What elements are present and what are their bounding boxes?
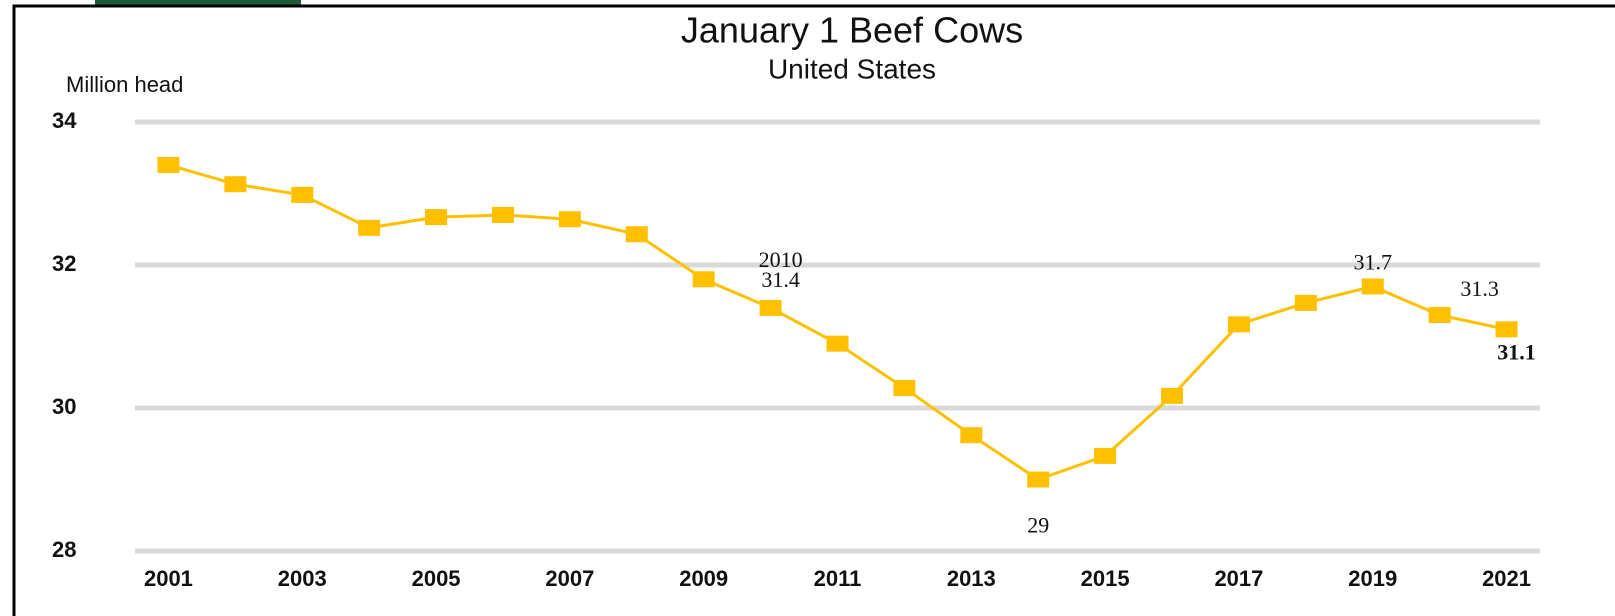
marker — [157, 156, 180, 173]
series-line — [168, 163, 1507, 482]
marker — [625, 226, 648, 243]
frame — [12, 4, 1615, 616]
x-tick-label: 2021 — [1482, 566, 1531, 591]
marker — [1495, 321, 1518, 338]
x-tick-label: 2005 — [412, 566, 461, 591]
marker — [491, 206, 514, 223]
marker — [291, 186, 314, 203]
data-label: 31.1 — [1497, 339, 1536, 364]
y-tick-label: 34 — [52, 108, 77, 133]
marker — [1294, 294, 1317, 311]
chart-title: January 1 Beef Cows — [681, 10, 1023, 51]
y-tick-label: 28 — [52, 537, 76, 562]
data-label: 31.7 — [1353, 249, 1392, 274]
marker — [358, 219, 381, 236]
chart-subtitle: United States — [768, 53, 936, 84]
x-tick-label: 2019 — [1348, 566, 1397, 591]
marker — [558, 211, 581, 228]
y-tick-label: 32 — [52, 251, 76, 276]
marker — [893, 379, 916, 396]
marker — [826, 335, 849, 352]
marker — [1027, 471, 1050, 488]
marker — [759, 299, 782, 316]
x-tick-label: 2017 — [1214, 566, 1263, 591]
marker — [1094, 447, 1117, 464]
data-label: 31.3 — [1460, 276, 1499, 301]
annotation: 2010 — [759, 247, 803, 272]
x-tick-label: 2007 — [545, 566, 594, 591]
marker — [960, 427, 983, 444]
marker — [1361, 278, 1384, 295]
x-tick-label: 2013 — [947, 566, 996, 591]
marker — [692, 271, 715, 288]
x-tick-label: 2015 — [1081, 566, 1130, 591]
x-tick-label: 2009 — [679, 566, 728, 591]
marker — [1428, 307, 1451, 324]
data-label: 29 — [1027, 513, 1049, 538]
data-label: 31.4 — [761, 267, 800, 292]
x-tick-label: 2001 — [144, 566, 193, 591]
marker — [1161, 387, 1184, 404]
marker — [1227, 316, 1250, 333]
x-tick-label: 2011 — [814, 566, 862, 591]
y-axis-label: Million head — [66, 72, 183, 97]
header-tab — [95, 0, 301, 6]
x-tick-label: 2003 — [278, 566, 327, 591]
y-tick-label: 30 — [52, 394, 76, 419]
marker — [425, 209, 448, 226]
marker — [224, 176, 247, 193]
